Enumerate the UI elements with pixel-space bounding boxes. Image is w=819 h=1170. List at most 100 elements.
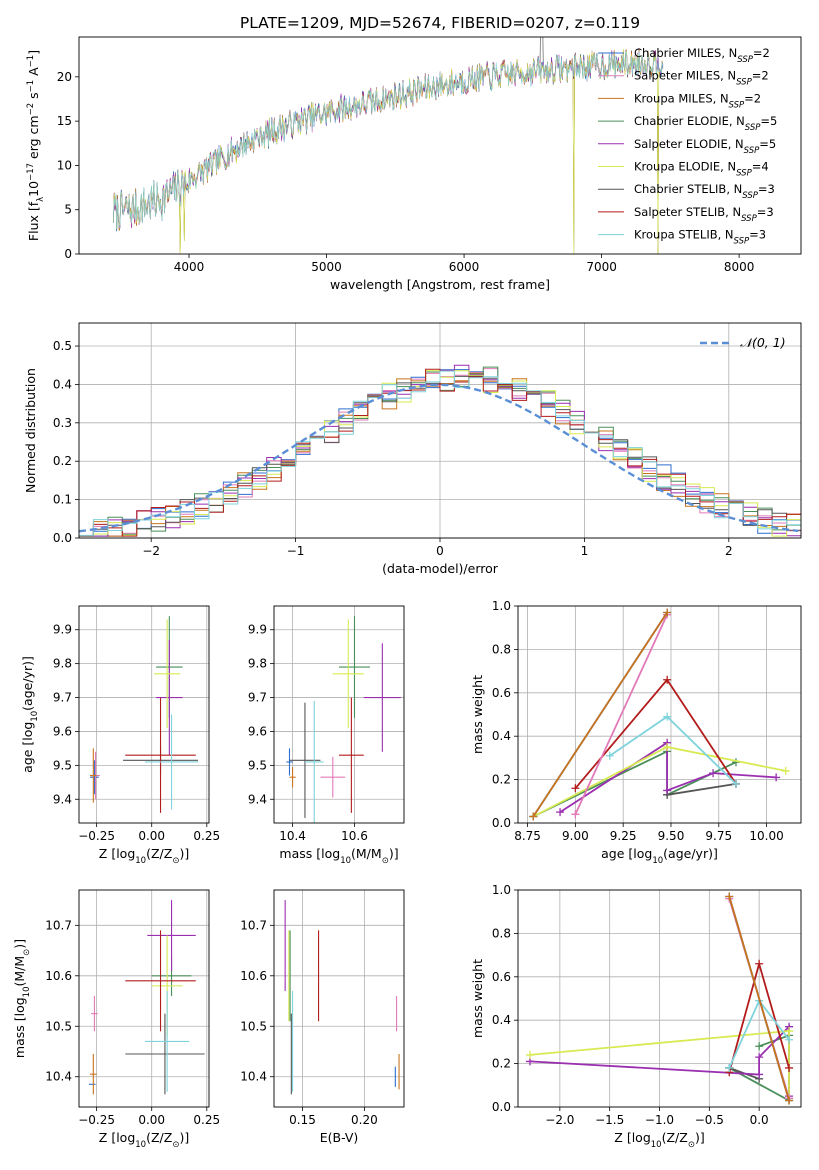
x-tick-label: 1 [581, 544, 589, 558]
x-axis-label-part: 10 [651, 1140, 662, 1150]
y-tick-label: 0.1 [53, 493, 72, 507]
plot-area [529, 608, 790, 821]
x-axis-label: mass [log10(M/M⊙)] [279, 846, 398, 866]
legend-label-part: Chabrier MILES, N [634, 46, 737, 60]
legend-label-part: Chabrier ELODIE, N [634, 114, 745, 128]
y-tick-label: 5 [64, 203, 72, 217]
legend-label-part: Kroupa MILES, N [634, 91, 729, 105]
x-axis-label: age [log10(age/yr)] [601, 846, 718, 866]
x-axis-label-part: 10 [135, 856, 146, 866]
spectrum-line-5 [113, 48, 664, 254]
y-axis-label-part: (age/yr)] [20, 656, 35, 711]
y-tick-label: 9.8 [53, 657, 72, 671]
x-axis-label: E(B-V) [320, 1130, 359, 1145]
y-tick-label: 9.9 [248, 623, 267, 637]
plot-area [286, 616, 401, 823]
legend-label-part: =4 [752, 160, 769, 174]
y-tick-label: 0.0 [53, 531, 72, 545]
legend-label-part: =3 [749, 228, 766, 242]
spectrum-line-6 [113, 37, 664, 232]
y-tick-label: 1.0 [492, 883, 511, 897]
axes-frame [273, 605, 405, 824]
y-tick-label: 0.6 [492, 686, 511, 700]
y-axis-label-part: erg cm [26, 115, 41, 163]
y-axis-label-part: )] [12, 939, 27, 949]
weight-marker-5 [785, 1027, 794, 1036]
y-tick-label: 10.6 [240, 969, 267, 983]
x-axis-label-part: (Z/Z [662, 1130, 688, 1145]
weight-marker-8 [663, 712, 672, 721]
legend-label-part: =5 [759, 137, 776, 151]
y-tick-label: 10 [57, 158, 72, 172]
x-axis-label-part: 10 [135, 1140, 146, 1150]
y-tick-label: 1.0 [492, 599, 511, 613]
axes-frame [78, 36, 802, 255]
y-tick-label: 0.4 [492, 1013, 511, 1027]
plot-area [525, 892, 794, 1105]
x-axis-label-part: E(B-V) [320, 1130, 359, 1145]
x-axis-label: Z [log10(Z/Z⊙)] [99, 846, 189, 866]
age-vs-Z-panel: −0.25 0.00 0.259.49.59.69.79.89.9Z [log10(… [20, 605, 220, 866]
legend-label-part: Kroupa ELODIE, N [634, 160, 736, 174]
legend-label: Chabrier ELODIE, NSSP=5 [634, 114, 777, 133]
x-tick-label: −2 [142, 544, 160, 558]
y-axis-label-part: mass weight [470, 959, 485, 1038]
y-axis-label: Flux [fλ10−17 erg cm−2 s−1 A−1] [26, 50, 46, 241]
axes-frame [78, 889, 210, 1108]
y-axis-label-part: Normed distribution [23, 368, 38, 493]
x-axis-label-part: Z [log [614, 1130, 650, 1145]
x-tick-label: 0.15 [289, 1113, 316, 1127]
weight-marker-4 [663, 786, 672, 795]
y-axis-label-part: 10 [30, 711, 40, 722]
legend-label-part: =2 [744, 91, 761, 105]
y-axis-label: mass [log10(M/M⊙)] [12, 939, 32, 1058]
x-tick-label: 10.4 [279, 829, 306, 843]
y-axis-label-part: −17 [26, 163, 36, 181]
x-tick-label: 9.50 [658, 829, 685, 843]
legend-label: Salpeter STELIB, NSSP=3 [634, 205, 774, 224]
legend-label-part: SSP [736, 169, 752, 179]
y-tick-label: 10.7 [240, 918, 267, 932]
weight-marker-2 [785, 1096, 794, 1105]
weight-marker-7 [571, 784, 580, 793]
y-tick-label: 0.2 [492, 1057, 511, 1071]
legend-label-part: =3 [757, 205, 774, 219]
x-tick-label: 0.00 [138, 829, 165, 843]
legend-label-part: SSP [741, 214, 757, 224]
y-tick-label: 0 [64, 247, 72, 261]
y-tick-label: 9.7 [53, 691, 72, 705]
weight-marker-4 [755, 1053, 764, 1062]
x-axis-label-part: )] [695, 1130, 705, 1145]
weight-line-3 [532, 749, 737, 818]
x-tick-label: 0.25 [193, 1113, 220, 1127]
y-axis-label-part: −2 [26, 103, 36, 116]
x-axis-label-part: (Z/Z [146, 1130, 172, 1145]
x-tick-label: 0 [436, 544, 444, 558]
x-tick-label: 4000 [174, 260, 205, 274]
x-tick-label: 10.00 [749, 829, 783, 843]
y-axis-label-part: ] [26, 50, 41, 55]
y-tick-label: 9.7 [248, 691, 267, 705]
weight-marker-1 [571, 810, 580, 819]
x-tick-label: 0.0 [750, 1113, 769, 1127]
y-tick-label: 0.8 [492, 926, 511, 940]
x-tick-label: 0.25 [193, 829, 220, 843]
legend-label-part: =2 [752, 69, 769, 83]
y-axis-label-part: A [26, 67, 41, 80]
y-tick-label: 9.9 [53, 623, 72, 637]
legend-label-part: SSP [736, 78, 752, 88]
legend-label-part: Chabrier STELIB, N [634, 182, 742, 196]
x-axis-label: (data-model)/error [382, 561, 499, 576]
y-axis-label-part: λ [36, 197, 46, 202]
x-axis-label-part: Z [log [99, 846, 135, 861]
y-axis-label-part: s [26, 92, 41, 103]
legend-label: Kroupa ELODIE, NSSP=4 [634, 160, 769, 179]
x-tick-label: 10.6 [341, 829, 368, 843]
plot-area [90, 616, 198, 813]
x-axis-label-part: age [log [601, 846, 652, 861]
y-tick-label: 10.4 [240, 1070, 267, 1084]
y-axis-label-part: mass [log [12, 997, 27, 1058]
x-tick-label: −0.25 [78, 1113, 115, 1127]
